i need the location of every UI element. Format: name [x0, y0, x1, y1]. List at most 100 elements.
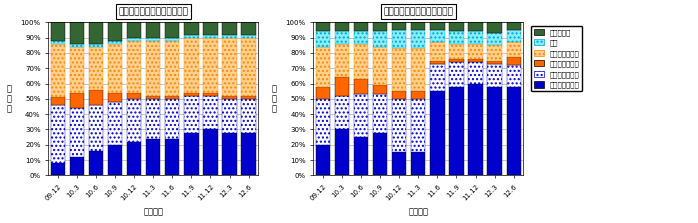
Bar — [223, 38, 237, 96]
Bar — [184, 96, 198, 132]
Bar — [373, 94, 387, 132]
Bar — [70, 157, 84, 175]
Bar — [89, 22, 103, 44]
Bar — [315, 87, 330, 99]
Bar — [430, 91, 445, 175]
Bar — [203, 35, 218, 38]
Legend: キャッシュ, 債券, 小型グロース株, 小型バリュー株, 大型グロース株, 大型バリュー株: キャッシュ, 債券, 小型グロース株, 小型バリュー株, 大型グロース株, 大型… — [531, 26, 582, 91]
Bar — [430, 64, 445, 91]
Bar — [335, 31, 349, 44]
Bar — [184, 38, 198, 93]
Bar — [242, 132, 255, 175]
Bar — [70, 108, 84, 157]
Bar — [165, 22, 179, 38]
Bar — [108, 93, 122, 102]
X-axis label: 推計時点: 推計時点 — [143, 207, 163, 216]
Bar — [203, 96, 218, 130]
Bar — [373, 22, 387, 31]
Bar — [127, 41, 141, 93]
Bar — [450, 44, 463, 59]
Y-axis label: 構
成
比: 構 成 比 — [272, 84, 277, 114]
Bar — [184, 93, 198, 96]
Bar — [487, 87, 502, 175]
Bar — [89, 105, 103, 151]
Bar — [354, 31, 369, 44]
Bar — [373, 85, 387, 94]
Bar — [70, 93, 84, 108]
Bar — [108, 44, 122, 93]
Bar — [487, 61, 502, 64]
Bar — [487, 33, 502, 45]
Bar — [507, 58, 521, 65]
Bar — [487, 22, 502, 33]
Bar — [165, 139, 179, 175]
Bar — [242, 22, 255, 35]
Bar — [468, 31, 482, 44]
Bar — [203, 38, 218, 93]
Bar — [507, 65, 521, 87]
Bar — [108, 22, 122, 41]
Bar — [392, 99, 406, 153]
Bar — [450, 87, 463, 175]
Bar — [392, 22, 406, 30]
Bar — [89, 151, 103, 175]
Bar — [242, 38, 255, 96]
Bar — [335, 44, 349, 77]
Bar — [354, 137, 369, 175]
Bar — [165, 41, 179, 96]
Bar — [487, 64, 502, 87]
Bar — [315, 99, 330, 145]
Bar — [450, 62, 463, 87]
Bar — [51, 97, 65, 105]
Bar — [70, 44, 84, 47]
Bar — [411, 91, 426, 99]
Bar — [165, 96, 179, 99]
Bar — [108, 102, 122, 145]
Bar — [335, 22, 349, 31]
Bar — [51, 44, 65, 97]
Bar — [335, 130, 349, 175]
Bar — [146, 41, 161, 96]
Bar — [468, 22, 482, 31]
Bar — [203, 130, 218, 175]
Bar — [51, 22, 65, 41]
Bar — [411, 22, 426, 30]
Bar — [203, 22, 218, 35]
Bar — [108, 41, 122, 44]
Title: ポジティブ・スクリーニング: ポジティブ・スクリーニング — [383, 7, 453, 16]
Bar — [468, 62, 482, 84]
Bar — [146, 22, 161, 38]
Bar — [335, 96, 349, 130]
Bar — [89, 44, 103, 47]
Bar — [184, 22, 198, 35]
Bar — [411, 30, 426, 48]
Y-axis label: 構
成
比: 構 成 比 — [7, 84, 12, 114]
Bar — [223, 96, 237, 99]
Bar — [146, 38, 161, 41]
Bar — [108, 145, 122, 175]
Bar — [127, 142, 141, 175]
Bar — [203, 93, 218, 96]
Bar — [373, 47, 387, 85]
Bar — [507, 30, 521, 42]
Bar — [165, 38, 179, 41]
Bar — [487, 45, 502, 61]
Bar — [315, 47, 330, 87]
Bar — [468, 59, 482, 62]
Bar — [223, 35, 237, 38]
Bar — [411, 153, 426, 175]
Bar — [430, 22, 445, 30]
Bar — [392, 153, 406, 175]
Bar — [242, 99, 255, 132]
Bar — [373, 31, 387, 47]
Bar — [89, 47, 103, 90]
Bar — [411, 48, 426, 91]
Bar — [315, 31, 330, 47]
Bar — [223, 22, 237, 35]
Bar — [127, 93, 141, 99]
Bar — [127, 22, 141, 38]
Bar — [468, 84, 482, 175]
Bar — [450, 59, 463, 62]
Bar — [242, 35, 255, 38]
Bar — [315, 145, 330, 175]
